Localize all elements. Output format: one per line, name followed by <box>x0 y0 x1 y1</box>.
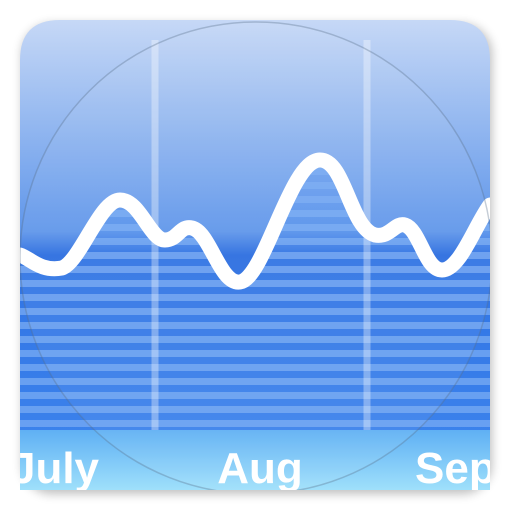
stock-line <box>20 152 490 290</box>
month-label: Sep <box>415 444 496 493</box>
month-band <box>20 430 490 490</box>
gloss-circle <box>20 21 490 490</box>
month-label: Aug <box>217 444 303 493</box>
icon-body: July Aug Sep <box>11 20 496 493</box>
month-label: July <box>11 444 100 493</box>
